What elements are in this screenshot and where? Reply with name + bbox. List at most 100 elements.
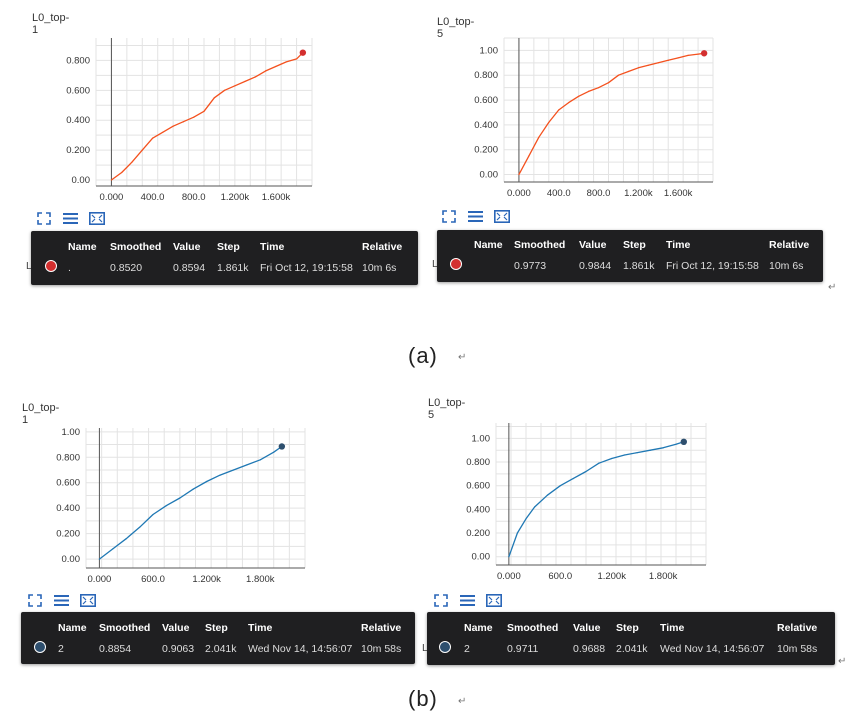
chart-toolbar [28,594,96,607]
row-relative: 10m 6s [362,262,397,274]
data-point [265,70,267,72]
expand-icon[interactable] [442,210,456,223]
expand-icon[interactable] [28,594,42,607]
data-point [98,558,101,560]
data-point [254,76,257,78]
highlight-point [278,443,286,450]
row-value: 0.9688 [573,643,606,655]
data-point [572,478,574,480]
list-icon[interactable] [468,210,483,223]
y-tick-label: 0.400 [66,115,90,126]
data-point [559,485,561,487]
list-icon[interactable] [54,594,69,607]
chart-svg[interactable]: 0.00 0.200 0.400 0.600 0.800 1.00 0.000 600.0 1.… [430,415,720,587]
series-color-dot [439,641,451,653]
row-value: 0.9063 [162,643,195,655]
data-point [558,109,560,111]
data-point [213,97,215,99]
series-line [111,52,304,181]
tooltip: Name Smoothed Value Step Time Relative 0… [437,230,823,282]
series-line [99,445,283,560]
data-point [697,53,699,55]
header-time: Time [260,241,285,253]
fit-domain-icon[interactable] [494,210,510,223]
chart-toolbar [442,210,510,223]
y-tick-label: 0.800 [66,55,90,66]
data-point [141,149,143,151]
fit-domain-icon[interactable] [486,594,502,607]
data-point [219,474,221,476]
data-point [617,74,620,76]
fit-domain-icon[interactable] [80,594,96,607]
row-relative: 10m 58s [361,643,402,655]
fit-domain-icon[interactable] [89,212,105,225]
header-relative: Relative [362,241,403,253]
chart-a1: 0.00 0.200 0.400 0.600 0.800 0.000 400.0 800.0 1… [30,30,320,210]
expand-icon[interactable] [434,594,448,607]
y-tick-label: 0.200 [474,145,498,156]
chart-svg[interactable]: 0.00 0.200 0.400 0.600 0.800 1.00 0.000 600.0 1.… [20,420,310,590]
series-color-dot [34,641,46,653]
expand-icon[interactable] [37,212,51,225]
data-point [687,54,689,56]
tooltip: Name Smoothed Value Step Time Relative 2… [21,612,415,664]
x-tick-label: 600.0 [141,574,165,585]
header-step: Step [205,622,228,634]
x-tick-label: 0.000 [497,571,521,582]
x-tick-label: 1.800k [246,574,275,585]
y-tick-label: 0.600 [474,95,498,106]
data-point [525,518,527,520]
list-icon[interactable] [460,594,475,607]
data-point [131,161,133,163]
chart-title: L0_top-5 [428,397,466,421]
data-point [182,121,185,123]
data-point [607,82,610,84]
data-point [677,57,679,59]
data-point [585,470,587,473]
data-point [667,59,669,61]
data-point [121,171,123,174]
row-name: 2 [58,643,64,655]
data-point [611,457,613,460]
row-step: 2.041k [616,643,648,655]
data-point [110,179,113,181]
data-point [518,173,520,176]
x-tick-label: 1.200k [192,574,221,585]
header-relative: Relative [769,239,810,251]
row-step: 1.861k [623,260,655,272]
y-tick-label: 0.00 [472,552,491,563]
row-time: Wed Nov 14, 14:56:07 [248,643,353,655]
header-name: Name [58,622,87,634]
data-point [179,497,181,499]
x-tick-label: 1.800k [649,571,678,582]
row-step: 1.861k [217,262,249,274]
y-tick-label: 0.00 [480,170,499,181]
row-stub: L [26,260,32,272]
list-icon[interactable] [63,212,78,225]
data-point [295,58,298,60]
y-tick-label: 0.00 [62,554,81,565]
data-point [649,449,651,451]
return-mark: ↵ [828,282,837,293]
header-value: Value [573,622,601,634]
chart-svg[interactable]: 0.00 0.200 0.400 0.600 0.800 0.000 400.0 800.0 1… [30,30,320,210]
x-tick-label: 1.200k [221,192,250,203]
x-tick-label: 0.000 [507,188,531,199]
x-tick-label: 0.000 [100,192,124,203]
data-point [192,488,194,490]
x-tick-label: 400.0 [547,188,571,199]
data-point [627,70,630,73]
data-point [172,125,174,127]
highlight-point [700,50,708,57]
chart-svg[interactable]: 0.00 0.200 0.400 0.600 0.800 1.00 0.000 400.0 80… [438,30,728,210]
data-point [636,451,639,454]
data-point [546,494,549,496]
data-point [273,451,275,453]
header-time: Time [248,622,273,634]
y-tick-label: 0.400 [466,504,490,515]
data-point [259,459,261,461]
chart-b2: 0.00 0.200 0.400 0.600 0.800 1.00 0.000 600.0 1.… [430,415,720,587]
data-point [597,87,600,89]
x-tick-label: 1.200k [624,188,653,199]
data-point [162,131,164,133]
